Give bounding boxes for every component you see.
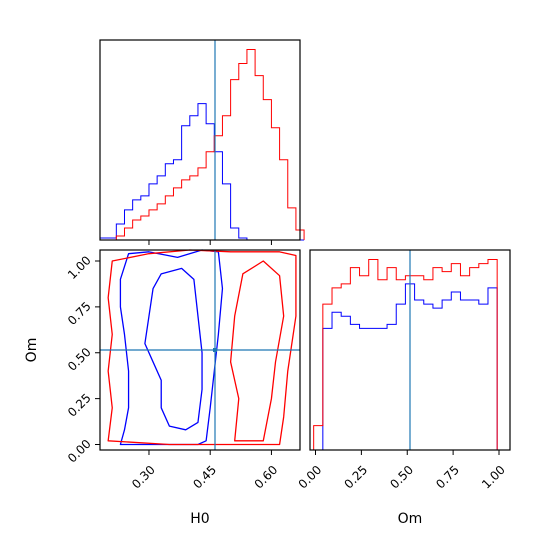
histogram-om-series-2-step — [313, 259, 507, 451]
truth-point-marker — [213, 348, 217, 352]
contour-line-1 — [119, 249, 224, 446]
om-ytick-label-2: 0.25 — [65, 391, 94, 420]
histogram-om-panel: 0.00 0.25 0.50 0.75 1.00 Om — [296, 249, 511, 527]
om-ytick-label-3: 0.50 — [65, 345, 94, 374]
histogram-om-frame — [309, 249, 511, 451]
om-ytick-label-5: 1.00 — [65, 253, 94, 282]
histogram-h0-frame — [99, 39, 301, 241]
contour-line-3 — [107, 249, 297, 446]
histogram-om-series-1-step — [313, 283, 507, 451]
om-ytick-label-4: 0.75 — [65, 299, 94, 328]
om-xtick-label-3: 0.50 — [387, 463, 416, 492]
h0-xtick-label-3: 0.60 — [252, 463, 281, 492]
h0-xtick-label-1: 0.30 — [129, 463, 158, 492]
om-xtick-label-5: 1.00 — [479, 463, 508, 492]
ylabel-om: Om — [24, 338, 40, 363]
histogram-h0-series-1-step — [99, 103, 305, 241]
h0-xtick-label-2: 0.45 — [190, 463, 219, 492]
histogram-h0-series-2-step — [100, 49, 305, 241]
contour-line-2 — [144, 267, 203, 431]
contour-line-4 — [229, 260, 285, 442]
om-ytick-label-1: 0.00 — [65, 437, 94, 466]
xlabel-h0: H0 — [190, 511, 209, 527]
xlabel-om: Om — [398, 511, 423, 527]
contour-frame — [99, 249, 301, 451]
contour-h0-om-panel: 0.30 0.45 0.60 0.00 0.25 0.50 0.75 1.00 H0 Om — [24, 249, 301, 527]
om-xtick-label-2: 0.25 — [342, 463, 371, 492]
histogram-h0-panel — [99, 39, 305, 245]
om-xtick-label-1: 0.00 — [296, 463, 325, 492]
om-xtick-label-4: 0.75 — [433, 463, 462, 492]
